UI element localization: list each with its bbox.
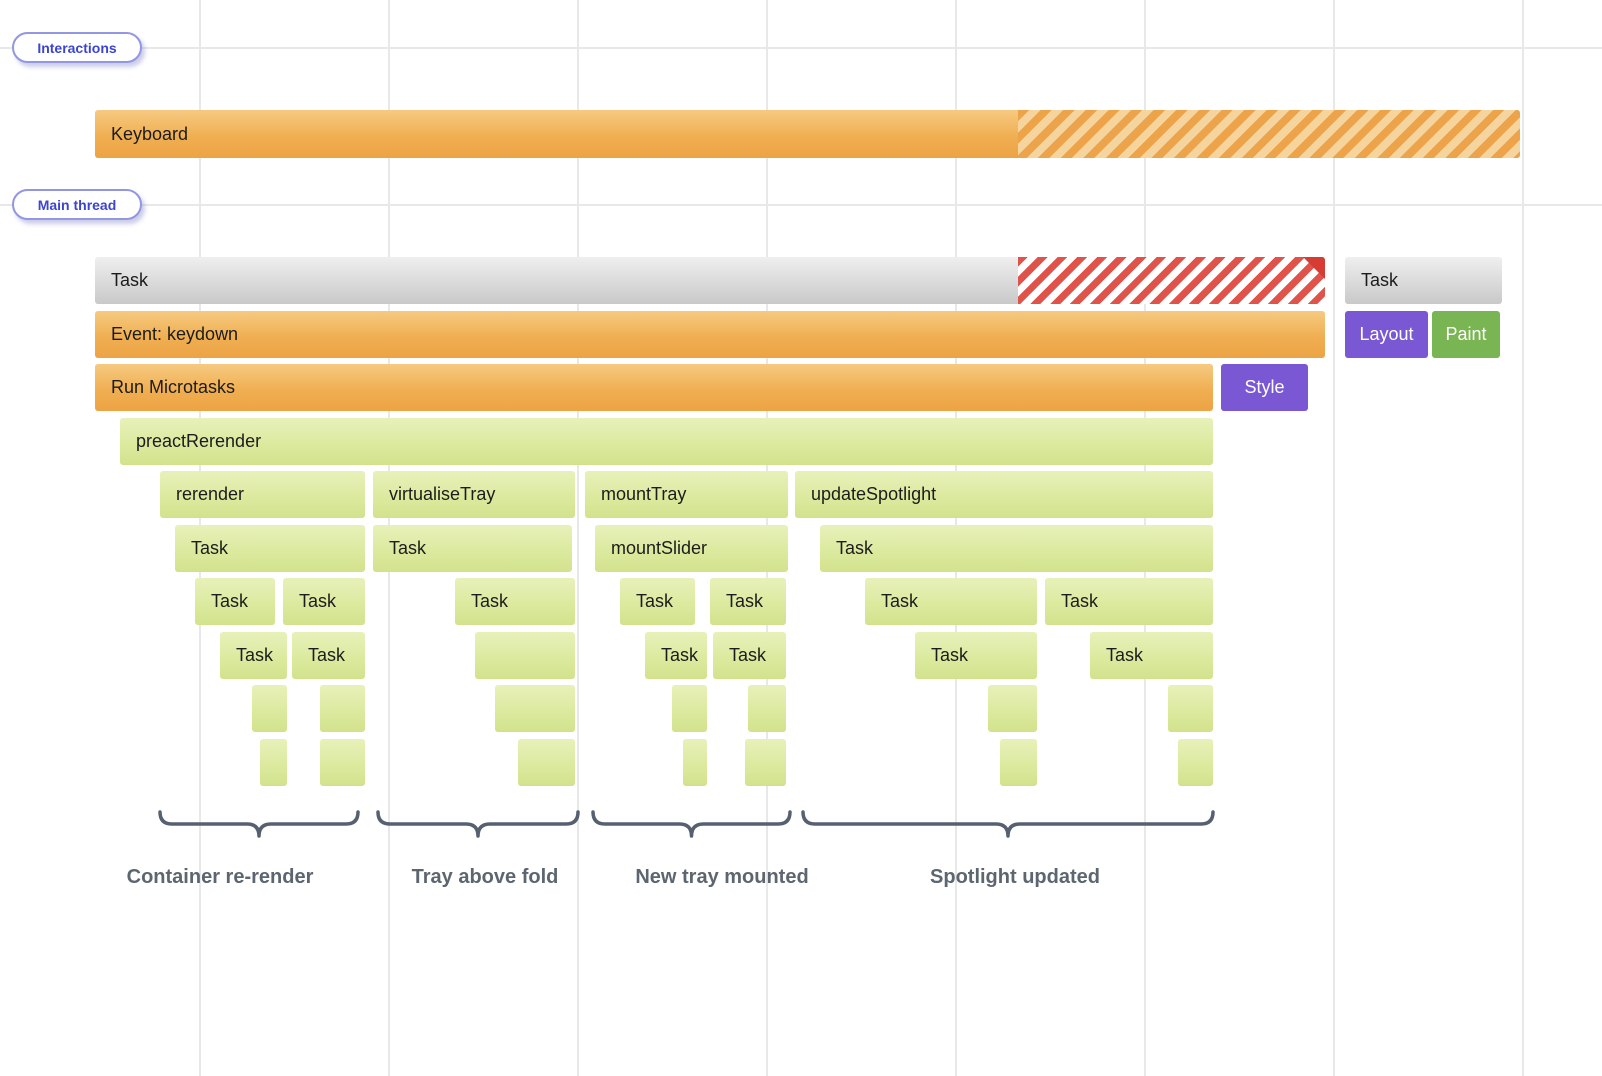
- long-task-hatch: [1018, 257, 1325, 304]
- frame-unlabeled[interactable]: [683, 739, 707, 786]
- frame-task[interactable]: Task: [455, 578, 575, 625]
- frame-mounttray[interactable]: mountTray: [585, 471, 788, 518]
- frame-label: Paint: [1445, 324, 1487, 344]
- frame-unlabeled[interactable]: [748, 685, 786, 732]
- frame-task[interactable]: Task: [283, 578, 365, 625]
- frame-label: rerender: [176, 484, 245, 504]
- gridline: [1333, 0, 1335, 1076]
- track-rule: [0, 47, 1602, 49]
- frame-label: Run Microtasks: [111, 377, 236, 397]
- frame-label: preactRerender: [136, 431, 262, 451]
- frame-updatespotlight[interactable]: updateSpotlight: [795, 471, 1213, 518]
- track-rule: [0, 204, 1602, 206]
- frame-task[interactable]: Task: [820, 525, 1213, 572]
- long-task-corner-icon: [1303, 257, 1325, 279]
- frame-label: Task: [389, 538, 427, 558]
- frame-label: Task: [661, 645, 699, 665]
- frame-task[interactable]: Task: [1345, 257, 1502, 304]
- frame-task[interactable]: Task: [95, 257, 1325, 304]
- underbrace: [376, 810, 580, 838]
- frame-label: mountTray: [601, 484, 687, 504]
- frame-label: Task: [931, 645, 969, 665]
- frame-label: Task: [236, 645, 274, 665]
- underbrace: [591, 810, 792, 838]
- frame-unlabeled[interactable]: [260, 739, 287, 786]
- underbrace: [158, 810, 360, 838]
- frame-task[interactable]: Task: [645, 632, 707, 679]
- track-label-interactions[interactable]: Interactions: [12, 32, 142, 63]
- frame-label: Task: [836, 538, 874, 558]
- frame-unlabeled[interactable]: [1178, 739, 1213, 786]
- frame-label: updateSpotlight: [811, 484, 937, 504]
- frame-unlabeled[interactable]: [672, 685, 707, 732]
- track-label-main-thread[interactable]: Main thread: [12, 189, 142, 220]
- frame-virtualisetray[interactable]: virtualiseTray: [373, 471, 575, 518]
- frame-task[interactable]: Task: [175, 525, 365, 572]
- frame-label: Task: [1061, 591, 1099, 611]
- gridline: [577, 0, 579, 1076]
- frame-task[interactable]: Task: [373, 525, 572, 572]
- frame-task[interactable]: Task: [620, 578, 695, 625]
- frame-rerender[interactable]: rerender: [160, 471, 365, 518]
- frame-run-microtasks[interactable]: Run Microtasks: [95, 364, 1213, 411]
- frame-label: Layout: [1359, 324, 1414, 344]
- frame-keyboard[interactable]: Keyboard: [95, 110, 1520, 158]
- frame-label: Task: [726, 591, 764, 611]
- frame-label: virtualiseTray: [389, 484, 496, 504]
- pending-duration-hatch: [1018, 110, 1520, 158]
- annotation-label: Spotlight updated: [930, 866, 1100, 888]
- frame-mountslider[interactable]: mountSlider: [595, 525, 788, 572]
- frame-unlabeled[interactable]: [320, 739, 365, 786]
- frame-paint[interactable]: Paint: [1432, 311, 1500, 358]
- frame-unlabeled[interactable]: [495, 685, 575, 732]
- frame-label: Style: [1244, 377, 1285, 397]
- frame-event-keydown[interactable]: Event: keydown: [95, 311, 1325, 358]
- frame-style[interactable]: Style: [1221, 364, 1308, 411]
- frame-label: Task: [191, 538, 229, 558]
- frame-task[interactable]: Task: [292, 632, 365, 679]
- frame-label: Event: keydown: [111, 324, 239, 344]
- frame-task[interactable]: Task: [195, 578, 275, 625]
- frame-unlabeled[interactable]: [252, 685, 287, 732]
- frame-label: Task: [471, 591, 509, 611]
- frame-unlabeled[interactable]: [518, 739, 575, 786]
- annotation-label: Tray above fold: [411, 866, 559, 888]
- frame-task[interactable]: Task: [1090, 632, 1213, 679]
- frame-label: Task: [729, 645, 767, 665]
- underbrace: [801, 810, 1215, 838]
- frame-label: Task: [308, 645, 346, 665]
- frame-label: Task: [299, 591, 337, 611]
- frame-label: Task: [1361, 270, 1399, 290]
- frame-label: Task: [111, 270, 149, 290]
- frame-task[interactable]: Task: [915, 632, 1037, 679]
- frame-task[interactable]: Task: [865, 578, 1037, 625]
- frame-layout[interactable]: Layout: [1345, 311, 1428, 358]
- frame-label: Task: [881, 591, 919, 611]
- gridline: [1522, 0, 1524, 1076]
- frame-label: mountSlider: [611, 538, 708, 558]
- frame-label: Keyboard: [111, 123, 189, 144]
- annotation-label: Container re-render: [126, 866, 314, 888]
- frame-unlabeled[interactable]: [475, 632, 575, 679]
- frame-unlabeled[interactable]: [320, 685, 365, 732]
- frame-task[interactable]: Task: [220, 632, 287, 679]
- frame-preactrerender[interactable]: preactRerender: [120, 418, 1213, 465]
- frame-label: Task: [1106, 645, 1144, 665]
- frame-unlabeled[interactable]: [1000, 739, 1037, 786]
- frame-unlabeled[interactable]: [1168, 685, 1213, 732]
- frame-task[interactable]: Task: [710, 578, 786, 625]
- frame-label: Task: [211, 591, 249, 611]
- frame-unlabeled[interactable]: [988, 685, 1037, 732]
- frame-task[interactable]: Task: [1045, 578, 1213, 625]
- frame-unlabeled[interactable]: [745, 739, 786, 786]
- frame-task[interactable]: Task: [713, 632, 786, 679]
- annotation-label: New tray mounted: [635, 866, 809, 888]
- frame-label: Task: [636, 591, 674, 611]
